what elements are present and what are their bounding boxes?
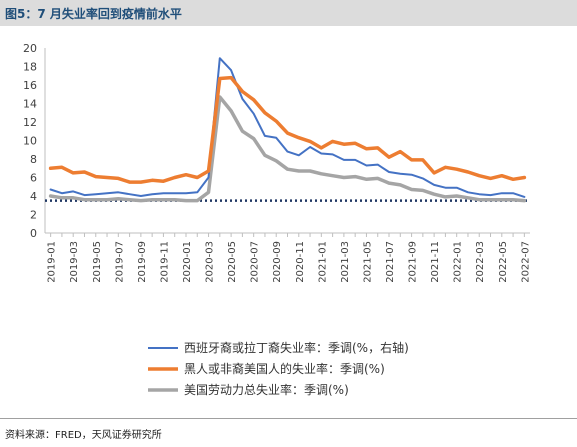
- x-tick-label: 2019-03: [69, 241, 80, 283]
- series-line-overall: [48, 95, 527, 203]
- x-tick-label: 2021-03: [340, 241, 351, 283]
- legend-label: 西班牙裔或拉丁裔失业率：季调(%，右轴): [184, 340, 409, 355]
- x-tick-label: 2022-01: [453, 241, 464, 283]
- series-line-hispanic: [49, 57, 526, 198]
- x-tick-label: 2019-05: [92, 241, 103, 283]
- figure-title: 图5：7 月失业率回到疫情前水平: [5, 7, 182, 21]
- x-tick-label: 2021-09: [408, 241, 419, 283]
- y-tick-label: 8: [30, 153, 37, 166]
- x-tick-label: 2020-09: [272, 241, 283, 283]
- chart-area: 0 2 4 6 8 10 12 14 16 18 20 2019-01 2019-03 2019-05 2…: [0, 26, 577, 418]
- y-tick-label: 12: [23, 116, 37, 129]
- x-tick-label: 2020-11: [295, 241, 306, 283]
- x-tick-label: 2022-03: [475, 241, 486, 283]
- series-line-black: [48, 75, 527, 184]
- x-tick-label: 2021-05: [362, 241, 373, 283]
- y-tick-label: 20: [23, 42, 37, 55]
- x-tick-label: 2022-07: [520, 241, 531, 283]
- y-tick-label: 10: [23, 135, 37, 148]
- y-axis: 0 2 4 6 8 10 12 14 16 18 20: [23, 42, 46, 240]
- legend-label: 美国劳动力总失业率：季调(%): [184, 382, 349, 397]
- y-tick-label: 2: [30, 209, 37, 222]
- x-tick-label: 2019-09: [137, 241, 148, 283]
- legend-label: 黑人或非裔美国人的失业率：季调(%): [184, 361, 385, 376]
- y-tick-label: 4: [30, 190, 37, 203]
- figure-footer: 资料来源：FRED，天风证券研究所: [0, 418, 577, 447]
- y-tick-label: 16: [23, 79, 37, 92]
- x-tick-label: 2020-03: [205, 241, 216, 283]
- x-tick-label: 2019-01: [47, 241, 58, 283]
- x-tick-label: 2022-05: [498, 241, 509, 283]
- x-tick-label: 2021-01: [317, 241, 328, 283]
- source-note: 资料来源：FRED，天风证券研究所: [5, 430, 162, 441]
- y-tick-label: 14: [23, 98, 37, 111]
- legend: 西班牙裔或拉丁裔失业率：季调(%，右轴) 黑人或非裔美国人的失业率：季调(%) 美国…: [148, 340, 409, 397]
- series-lines: [48, 57, 527, 203]
- x-tick-label: 2020-05: [227, 241, 238, 283]
- x-tick-label: 2021-11: [430, 241, 441, 283]
- figure-header: 图5：7 月失业率回到疫情前水平: [0, 0, 577, 26]
- x-tick-label: 2019-07: [114, 241, 125, 283]
- x-tick-label: 2019-11: [159, 241, 170, 283]
- y-tick-label: 18: [23, 61, 37, 74]
- y-tick-label: 0: [30, 227, 37, 240]
- x-axis: 2019-01 2019-03 2019-05 2019-07 2019-09 2019-…: [45, 232, 531, 283]
- x-tick-label: 2020-07: [250, 241, 261, 283]
- x-tick-label: 2021-07: [385, 241, 396, 283]
- x-tick-label: 2020-01: [182, 241, 193, 283]
- y-tick-label: 6: [30, 172, 37, 185]
